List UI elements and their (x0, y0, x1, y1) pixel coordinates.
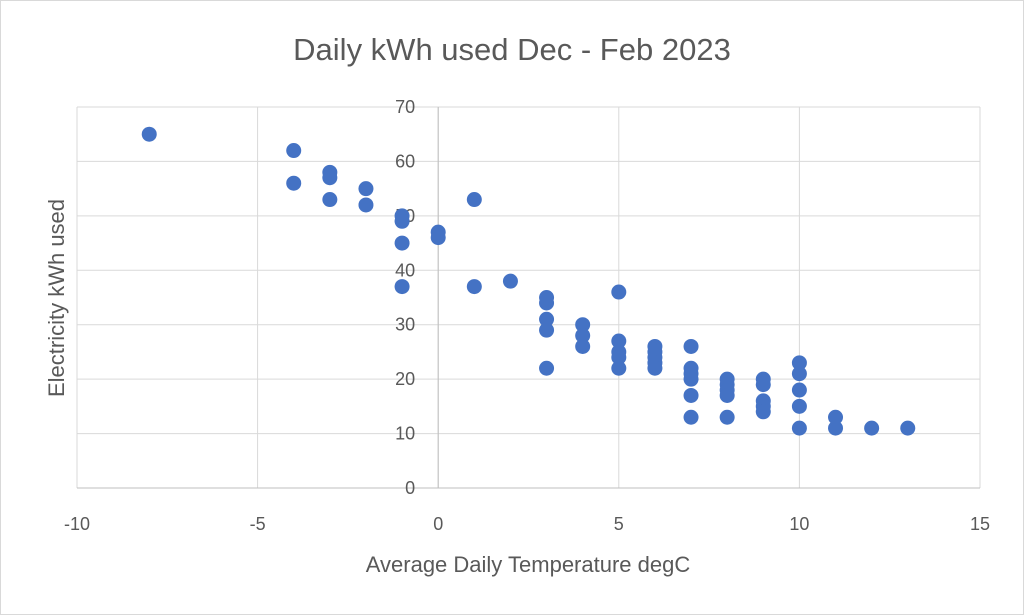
tick-labels: -10-5051015010203040506070 (64, 97, 990, 534)
data-point (611, 333, 627, 349)
data-point (791, 398, 807, 414)
data-point (502, 273, 518, 289)
data-point (575, 338, 591, 354)
data-point (286, 175, 302, 191)
data-point (683, 387, 699, 403)
data-point (864, 420, 880, 436)
data-point (900, 420, 916, 436)
x-tick-label: -5 (250, 514, 266, 534)
data-point (755, 377, 771, 393)
data-point (575, 317, 591, 333)
y-tick-label: 30 (395, 315, 415, 335)
data-point (828, 409, 844, 425)
data-point (791, 355, 807, 371)
data-point (611, 360, 627, 376)
data-point (791, 366, 807, 382)
data-point (539, 311, 555, 327)
data-point (683, 338, 699, 354)
y-tick-label: 70 (395, 97, 415, 117)
data-point (719, 387, 735, 403)
data-point (539, 295, 555, 311)
y-axis-title: Electricity kWh used (44, 199, 69, 397)
x-tick-label: 0 (433, 514, 443, 534)
data-point (466, 192, 482, 208)
data-point (286, 143, 302, 159)
y-tick-label: 20 (395, 369, 415, 389)
data-point (611, 284, 627, 300)
axes (77, 107, 980, 489)
gridlines (76, 106, 981, 488)
data-point (539, 360, 555, 376)
data-point (141, 126, 157, 142)
data-point (683, 371, 699, 387)
data-point (791, 420, 807, 436)
data-point (575, 328, 591, 344)
data-point (683, 409, 699, 425)
y-tick-label: 40 (395, 260, 415, 280)
data-point (358, 197, 374, 213)
data-point (394, 279, 410, 295)
data-point (322, 192, 338, 208)
data-point (828, 420, 844, 436)
data-point (539, 322, 555, 338)
data-point (394, 235, 410, 251)
data-point (647, 360, 663, 376)
data-point (719, 409, 735, 425)
data-point (466, 279, 482, 295)
data-point (611, 349, 627, 365)
y-tick-label: 10 (395, 424, 415, 444)
y-tick-label: 60 (395, 151, 415, 171)
x-axis-title: Average Daily Temperature degC (366, 552, 691, 577)
data-points (141, 126, 916, 436)
x-tick-label: 15 (970, 514, 990, 534)
data-point (755, 404, 771, 420)
x-tick-label: -10 (64, 514, 90, 534)
y-tick-label: 0 (405, 478, 415, 498)
data-point (322, 170, 338, 186)
data-point (394, 213, 410, 229)
data-point (358, 181, 374, 197)
chart-title: Daily kWh used Dec - Feb 2023 (293, 32, 731, 67)
x-tick-label: 5 (614, 514, 624, 534)
data-point (791, 382, 807, 398)
x-tick-label: 10 (789, 514, 809, 534)
data-point (430, 230, 446, 246)
